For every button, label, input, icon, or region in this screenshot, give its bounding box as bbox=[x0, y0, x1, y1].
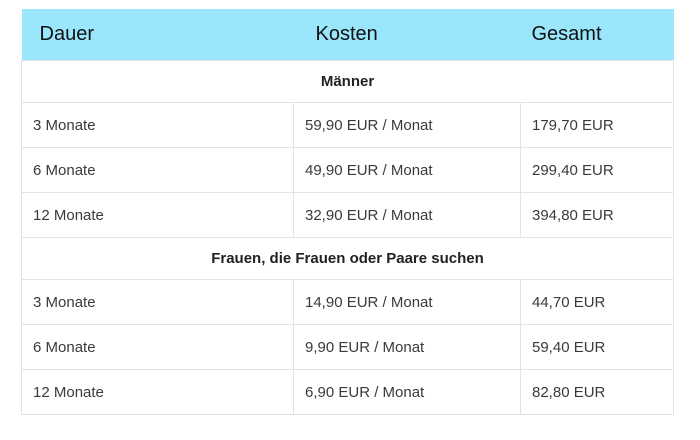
cost-cell: 6,90 EUR / Monat bbox=[293, 369, 521, 415]
cost-cell: 14,90 EUR / Monat bbox=[293, 279, 521, 325]
group-row-women: Frauen, die Frauen oder Paare suchen bbox=[21, 237, 674, 280]
group-title: Männer bbox=[21, 60, 674, 103]
duration-cell: 6 Monate bbox=[21, 147, 294, 193]
group-title: Frauen, die Frauen oder Paare suchen bbox=[21, 237, 674, 280]
pricing-table: Dauer Kosten Gesamt Männer 3 Monate 59,9… bbox=[21, 9, 674, 415]
table-row: 12 Monate 32,90 EUR / Monat 394,80 EUR bbox=[21, 192, 674, 238]
total-cell: 82,80 EUR bbox=[520, 369, 674, 415]
pricing-table-container: Dauer Kosten Gesamt Männer 3 Monate 59,9… bbox=[21, 9, 674, 415]
cost-cell: 49,90 EUR / Monat bbox=[293, 147, 521, 193]
header-total: Gesamt bbox=[520, 9, 674, 61]
table-row: 3 Monate 59,90 EUR / Monat 179,70 EUR bbox=[21, 102, 674, 148]
duration-cell: 3 Monate bbox=[21, 279, 294, 325]
table-row: 3 Monate 14,90 EUR / Monat 44,70 EUR bbox=[21, 279, 674, 325]
table-row: 12 Monate 6,90 EUR / Monat 82,80 EUR bbox=[21, 369, 674, 415]
duration-cell: 3 Monate bbox=[21, 102, 294, 148]
table-row: 6 Monate 49,90 EUR / Monat 299,40 EUR bbox=[21, 147, 674, 193]
duration-cell: 12 Monate bbox=[21, 369, 294, 415]
header-duration: Dauer bbox=[21, 9, 294, 61]
total-cell: 44,70 EUR bbox=[520, 279, 674, 325]
table-row: 6 Monate 9,90 EUR / Monat 59,40 EUR bbox=[21, 324, 674, 370]
total-cell: 394,80 EUR bbox=[520, 192, 674, 238]
cost-cell: 32,90 EUR / Monat bbox=[293, 192, 521, 238]
total-cell: 179,70 EUR bbox=[520, 102, 674, 148]
total-cell: 59,40 EUR bbox=[520, 324, 674, 370]
cost-cell: 9,90 EUR / Monat bbox=[293, 324, 521, 370]
cost-cell: 59,90 EUR / Monat bbox=[293, 102, 521, 148]
table-header-row: Dauer Kosten Gesamt bbox=[21, 9, 674, 61]
header-cost: Kosten bbox=[293, 9, 521, 61]
group-row-men: Männer bbox=[21, 60, 674, 103]
duration-cell: 6 Monate bbox=[21, 324, 294, 370]
total-cell: 299,40 EUR bbox=[520, 147, 674, 193]
duration-cell: 12 Monate bbox=[21, 192, 294, 238]
